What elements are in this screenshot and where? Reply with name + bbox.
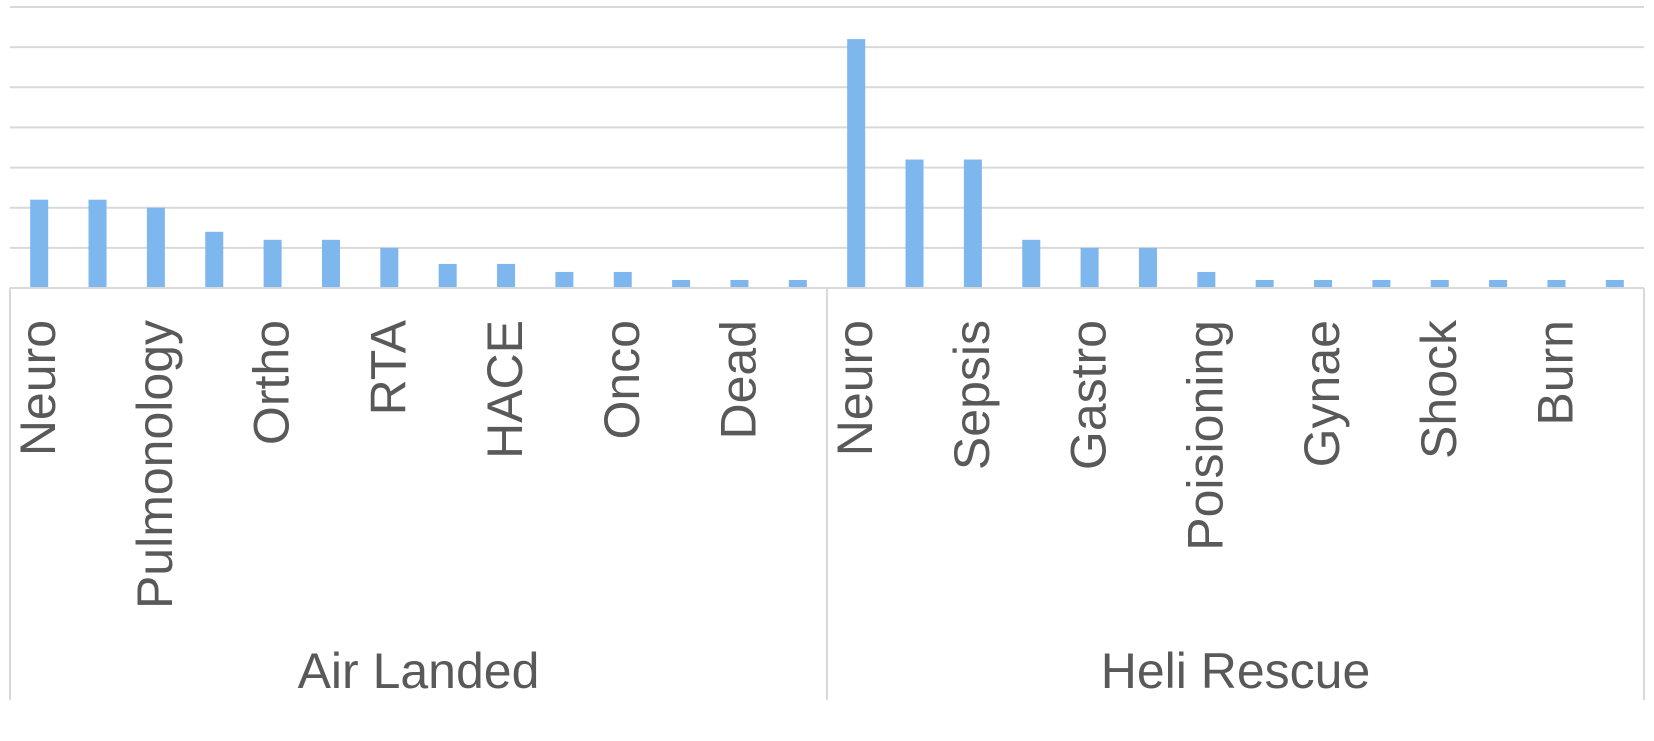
gridlines bbox=[10, 6, 1644, 249]
group-labels: Air Landed Heli Rescue bbox=[298, 643, 1371, 699]
bar bbox=[497, 263, 516, 288]
bar bbox=[30, 199, 49, 288]
bar bbox=[1314, 279, 1333, 288]
tick-label: Poisioning bbox=[1177, 320, 1233, 551]
tick-label: Shock bbox=[1411, 319, 1467, 459]
tick-label: RTA bbox=[360, 319, 416, 415]
bar bbox=[613, 271, 632, 288]
tick-label: Neuro bbox=[10, 320, 66, 456]
axis-lines bbox=[9, 287, 1645, 700]
bar bbox=[672, 279, 691, 288]
bar bbox=[1605, 279, 1624, 288]
bar bbox=[88, 199, 107, 288]
group-label: Air Landed bbox=[298, 643, 540, 699]
bar bbox=[788, 279, 807, 288]
bar bbox=[1022, 239, 1041, 288]
bar bbox=[1255, 279, 1274, 288]
bar bbox=[963, 159, 982, 288]
bar bbox=[905, 159, 924, 288]
bars bbox=[30, 39, 1624, 288]
tick-label: Gynae bbox=[1294, 320, 1350, 467]
bar bbox=[1547, 279, 1566, 288]
tick-label: Gastro bbox=[1061, 320, 1117, 470]
bar bbox=[263, 239, 282, 288]
bar bbox=[1197, 271, 1216, 288]
bar bbox=[205, 231, 224, 288]
tick-label: Pulmonology bbox=[127, 320, 183, 609]
bar bbox=[847, 39, 866, 288]
bar bbox=[438, 263, 457, 288]
tick-label: Onco bbox=[594, 320, 650, 440]
bar bbox=[555, 271, 574, 288]
tick-label: Sepsis bbox=[944, 320, 1000, 470]
tick-label: Ortho bbox=[244, 320, 300, 445]
bar bbox=[321, 239, 340, 288]
tick-label: Burn bbox=[1527, 320, 1583, 426]
bar bbox=[146, 207, 165, 288]
bar bbox=[1138, 247, 1157, 288]
bar bbox=[380, 247, 399, 288]
tick-label: Neuro bbox=[827, 320, 883, 456]
group-label: Heli Rescue bbox=[1101, 643, 1371, 699]
bar bbox=[1489, 279, 1508, 288]
bar bbox=[1372, 279, 1391, 288]
tick-label: HACE bbox=[477, 320, 533, 459]
bar bbox=[1430, 279, 1449, 288]
bar bbox=[730, 279, 749, 288]
tick-label: Dead bbox=[710, 320, 766, 440]
bar bbox=[1080, 247, 1099, 288]
category-labels: Neuro Pulmonology Ortho RTA HACE Onco Dead Neur… bbox=[10, 319, 1583, 609]
